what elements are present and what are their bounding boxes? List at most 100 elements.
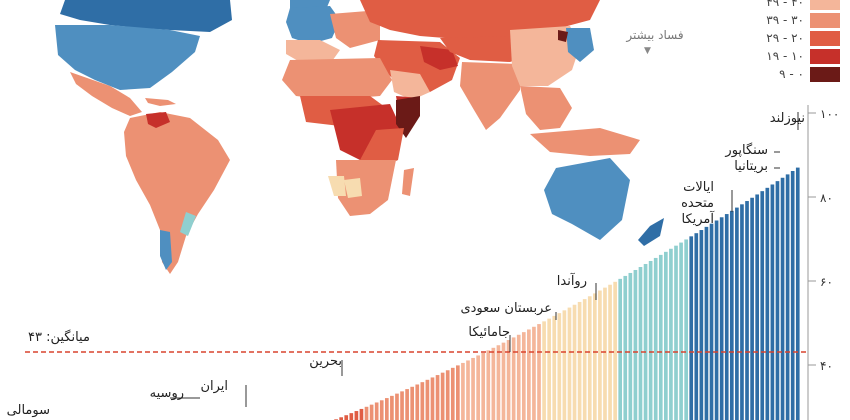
country-bar [592, 293, 597, 420]
country-bar [724, 214, 729, 420]
country-bar [557, 313, 562, 420]
country-bar [750, 197, 754, 420]
country-bar [694, 233, 699, 420]
country-label-usa-3: آمریکا [681, 212, 714, 227]
country-bar [384, 398, 389, 420]
south-america-region [124, 112, 230, 274]
country-bar [354, 411, 359, 420]
country-label-usa-1: ایالات [683, 180, 714, 195]
country-bar [770, 184, 775, 420]
country-label-somalia: سومالی [6, 403, 50, 418]
country-bar [516, 334, 521, 420]
legend-item: ۳۰ - ۳۹ [766, 12, 840, 29]
country-bar [643, 263, 648, 420]
iran-region [420, 46, 458, 70]
y-tick-label: ۱۰۰ [820, 107, 840, 121]
country-bar [765, 187, 770, 420]
country-label-new-zealand: نیوزلند [769, 111, 805, 126]
country-bar [785, 174, 790, 420]
legend-item: ۱۰ - ۱۹ [766, 48, 840, 65]
north-korea-region [558, 30, 568, 42]
country-bar [674, 245, 678, 420]
country-bar [410, 386, 415, 420]
country-bar [496, 345, 501, 420]
arabia-region [390, 70, 430, 100]
europe-south-region [286, 40, 340, 64]
country-bar [735, 207, 739, 420]
country-bar [598, 290, 602, 420]
country-bar [664, 251, 668, 420]
legend-label: ۳۰ - ۳۹ [766, 13, 804, 27]
korea-japan-region [566, 28, 594, 62]
country-bar [755, 194, 760, 420]
country-bar [780, 177, 785, 420]
canada-region [60, 0, 232, 32]
country-bar [400, 391, 404, 420]
usa-region [55, 25, 200, 90]
country-bar [476, 355, 480, 420]
legend-swatch [810, 13, 840, 28]
country-bar [648, 260, 653, 420]
country-bar [425, 379, 430, 420]
country-bar [456, 365, 460, 420]
legend-swatch [810, 31, 840, 46]
legend-label: ۴۰ - ۴۹ [766, 0, 804, 9]
country-bar [699, 230, 704, 420]
country-bar [603, 287, 607, 420]
legend: ۴۰ - ۴۹ ۳۰ - ۳۹ ۲۰ - ۲۹ ۱۰ - ۱۹ ۰ - ۹ [700, 0, 840, 114]
country-bar [552, 315, 557, 420]
country-label-bahrain: بحرین [309, 354, 342, 369]
europe-east-region [330, 10, 380, 48]
country-bar [760, 191, 765, 420]
country-bar [745, 201, 749, 420]
country-label-jamaica: جامائیکا [468, 325, 510, 340]
country-label-britain: بریتانیا [734, 159, 768, 174]
namibia-region [328, 176, 346, 196]
country-bar [481, 352, 486, 420]
y-tick-label: ۶۰ [820, 275, 833, 289]
country-label-usa-2: متحده [681, 196, 714, 211]
legend-label: ۱۰ - ۱۹ [766, 49, 804, 63]
country-bar [511, 337, 516, 420]
country-bar [547, 318, 551, 420]
venezuela-region [146, 112, 170, 128]
country-bar [623, 275, 628, 420]
y-tick-label: ۴۰ [820, 359, 833, 373]
south-asia-region [460, 62, 520, 130]
country-bar [633, 269, 638, 420]
country-bar [653, 257, 658, 420]
country-bar [349, 413, 354, 420]
legend-swatch [810, 49, 840, 64]
country-bar [572, 304, 577, 420]
madagascar-region [402, 168, 414, 196]
indonesia-region [530, 128, 640, 156]
country-bar [658, 254, 663, 420]
country-bar [369, 404, 374, 420]
country-bar [587, 296, 592, 420]
europe-west-region [286, 6, 340, 44]
country-bar [506, 340, 511, 420]
legend-label: ۲۰ - ۲۹ [766, 31, 804, 45]
country-bar [359, 408, 364, 420]
africa-south-region [336, 160, 396, 216]
country-bar [521, 332, 526, 420]
country-bar [344, 415, 349, 420]
country-bar [395, 393, 399, 420]
country-bar [450, 367, 455, 420]
new-zealand-region [638, 218, 664, 246]
country-label-saudi-arabia: عربستان سعودی [460, 301, 552, 316]
country-label-russia: روسیه [149, 386, 184, 401]
botswana-region [344, 178, 362, 198]
country-label-iran: ایران [200, 379, 228, 394]
country-bar [618, 278, 623, 420]
country-bar [486, 350, 491, 420]
mexico-region [70, 72, 142, 116]
country-bar [390, 395, 394, 420]
legend-item: ۲۰ - ۲۹ [766, 30, 840, 47]
south-cone-region [160, 230, 172, 270]
legend-item: ۴۰ - ۴۹ [766, 0, 840, 11]
country-bar [364, 406, 369, 420]
